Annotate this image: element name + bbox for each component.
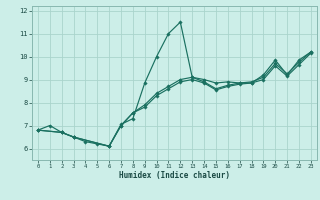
X-axis label: Humidex (Indice chaleur): Humidex (Indice chaleur) — [119, 171, 230, 180]
